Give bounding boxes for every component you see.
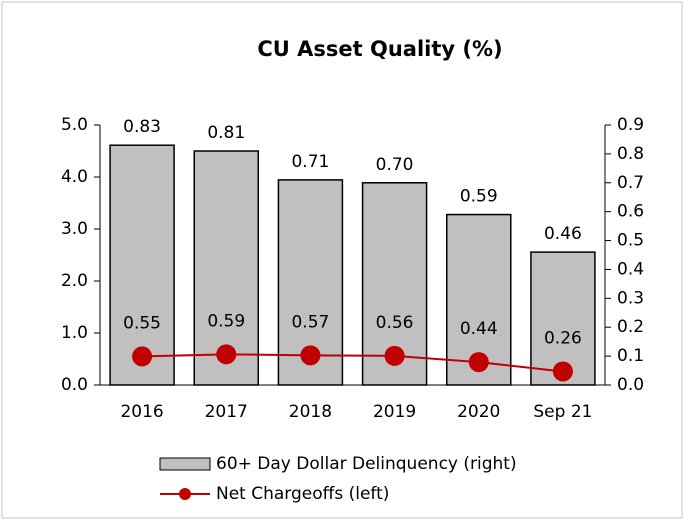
legend-swatch [159,457,211,471]
y2-tick-label: 0.9 [617,115,644,135]
y2-tick-label: 0.6 [617,202,644,222]
y2-tick-label: 0.0 [617,375,644,395]
bar-value-label: 0.81 [207,123,245,143]
y-tick-label: 1.0 [61,323,88,343]
y-tick-label: 5.0 [61,115,88,135]
y2-tick-label: 0.1 [617,346,644,366]
line [142,353,564,373]
y-tick-label: 0.0 [61,375,88,395]
bar [109,144,175,386]
y2-tick-label: 0.8 [617,144,644,164]
line-value-label: 0.59 [207,311,245,331]
x-tick-label: 2018 [289,402,332,422]
bar-value-label: 0.83 [123,117,161,137]
x-tick-label: 2016 [120,402,163,422]
y2-tick-label: 0.5 [617,231,644,251]
line-marker [132,346,153,367]
bar-value-label: 0.59 [460,187,498,207]
line-value-label: 0.56 [376,313,414,333]
line-marker [468,352,489,373]
bar-value-label: 0.46 [544,224,582,244]
line-value-label: 0.57 [291,312,329,332]
bar-value-label: 0.70 [376,155,414,175]
line-value-label: 0.26 [544,328,582,348]
y2-tick-label: 0.2 [617,317,644,337]
y2-tick-label: 0.4 [617,259,644,279]
line-marker [384,345,405,366]
x-tick-label: 2020 [457,402,500,422]
line-marker [300,345,321,366]
line-value-label: 0.44 [460,319,498,339]
y2-tick-label: 0.3 [617,288,644,308]
x-tick-label: 2019 [373,402,416,422]
y-tick-label: 2.0 [61,271,88,291]
y2-tick-label: 0.7 [617,173,644,193]
x-tick-label: Sep 21 [533,402,592,422]
legend-label: 60+ Day Dollar Delinquency (right) [216,454,517,474]
x-tick-label: 2017 [205,402,248,422]
line-marker [216,344,237,365]
chart-title: CU Asset Quality (%) [257,37,502,61]
legend-label: Net Chargeoffs (left) [216,484,389,504]
line-value-label: 0.55 [123,313,161,333]
y-tick-label: 4.0 [61,167,88,187]
bar-value-label: 0.71 [291,152,329,172]
line-marker [552,361,573,382]
legend-marker [179,488,191,500]
y-tick-label: 3.0 [61,219,88,239]
